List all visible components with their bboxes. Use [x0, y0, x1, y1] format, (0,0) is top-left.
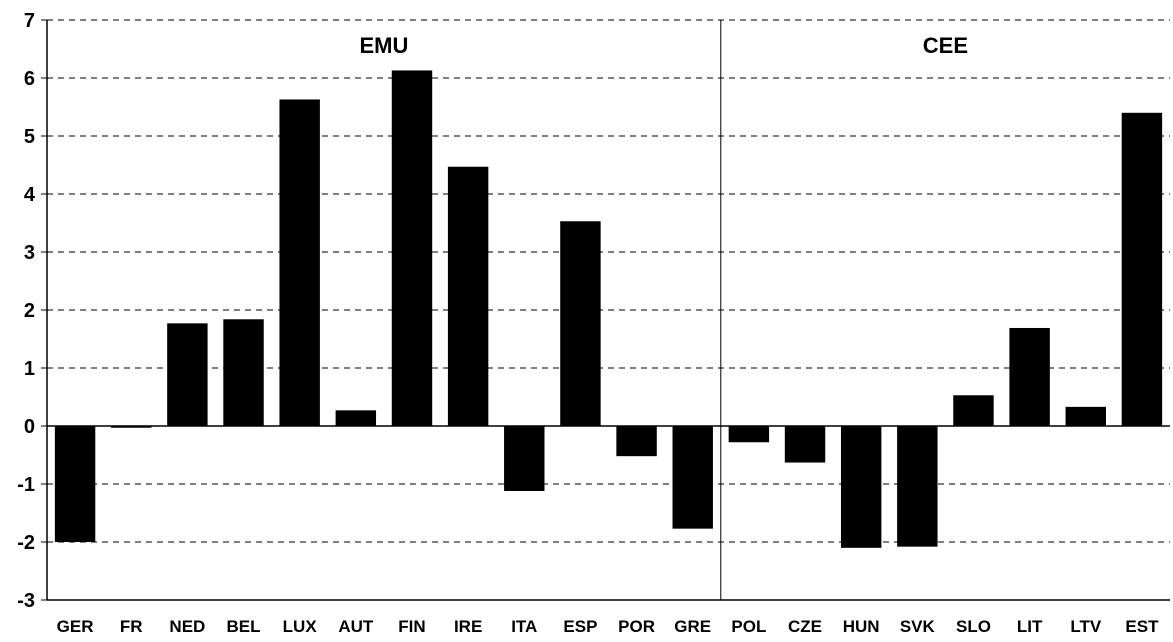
- y-tick-labels: -3 -2 -1 0 1 2 3 4 5 6 7: [17, 10, 36, 612]
- x-tick-label: HUN: [843, 617, 880, 636]
- x-tick-label: POR: [618, 617, 655, 636]
- bar-cze: [784, 426, 826, 463]
- x-tick-label: IRE: [454, 617, 482, 636]
- bar-por: [616, 426, 657, 457]
- y-tick-label: 1: [24, 358, 35, 380]
- y-tick-label: 4: [24, 184, 36, 206]
- x-tick-label: BEL: [227, 617, 261, 636]
- bars: [54, 70, 1163, 548]
- y-tick-label: 2: [24, 300, 35, 322]
- gridlines: [47, 19, 1170, 543]
- y-tick-label: 0: [24, 416, 35, 438]
- bar-lit: [1009, 327, 1050, 426]
- x-tick-label: GRE: [674, 617, 711, 636]
- x-tick-label: ITA: [511, 617, 537, 636]
- bar-ita: [504, 426, 545, 491]
- y-tick-label: 6: [24, 68, 35, 90]
- x-tick-label: EST: [1125, 617, 1159, 636]
- y-tick-label: -3: [17, 590, 35, 612]
- bar-hun: [840, 426, 882, 548]
- x-tick-label: LUX: [283, 617, 318, 636]
- bar-esp: [560, 221, 601, 426]
- bar-slo: [953, 395, 994, 426]
- x-tick-label: POL: [731, 617, 766, 636]
- bar-pol: [728, 426, 770, 443]
- x-tick-label: FIN: [398, 617, 425, 636]
- bar-est: [1121, 112, 1163, 427]
- bar-ire: [447, 166, 489, 427]
- bar-ltv: [1065, 406, 1106, 426]
- x-tick-label: LTV: [1070, 617, 1102, 636]
- bar-svk: [897, 426, 938, 547]
- x-tick-label: CZE: [788, 617, 822, 636]
- y-tick-label: 5: [24, 126, 35, 148]
- bar-gre: [672, 426, 713, 529]
- x-tick-label: AUT: [338, 617, 374, 636]
- axes: [41, 19, 1170, 601]
- y-tick-label: -1: [17, 474, 35, 496]
- group-labels: EMU CEE: [359, 33, 968, 58]
- x-tick-label: SLO: [956, 617, 991, 636]
- group-label-emu: EMU: [359, 33, 408, 58]
- bar-lux: [279, 99, 320, 427]
- bar-ned: [167, 323, 208, 426]
- x-tick-label: LIT: [1017, 617, 1043, 636]
- bar-bel: [223, 319, 264, 426]
- x-tick-label: SVK: [900, 617, 936, 636]
- bar-ger: [54, 426, 96, 542]
- bar-fr: [111, 426, 152, 428]
- y-tick-label: -2: [17, 532, 35, 554]
- group-label-cee: CEE: [923, 33, 968, 58]
- x-tick-labels: GER FR NED BEL LUX AUT FIN IRE ITA ESP POR GRE POL CZ…: [57, 617, 1159, 636]
- x-tick-label: GER: [57, 617, 94, 636]
- x-tick-label: FR: [120, 617, 143, 636]
- y-tick-label: 3: [24, 242, 35, 264]
- x-tick-label: ESP: [563, 617, 597, 636]
- bar-fin: [391, 70, 433, 427]
- x-tick-label: NED: [169, 617, 205, 636]
- bar-aut: [335, 410, 377, 426]
- y-tick-label: 7: [24, 10, 35, 32]
